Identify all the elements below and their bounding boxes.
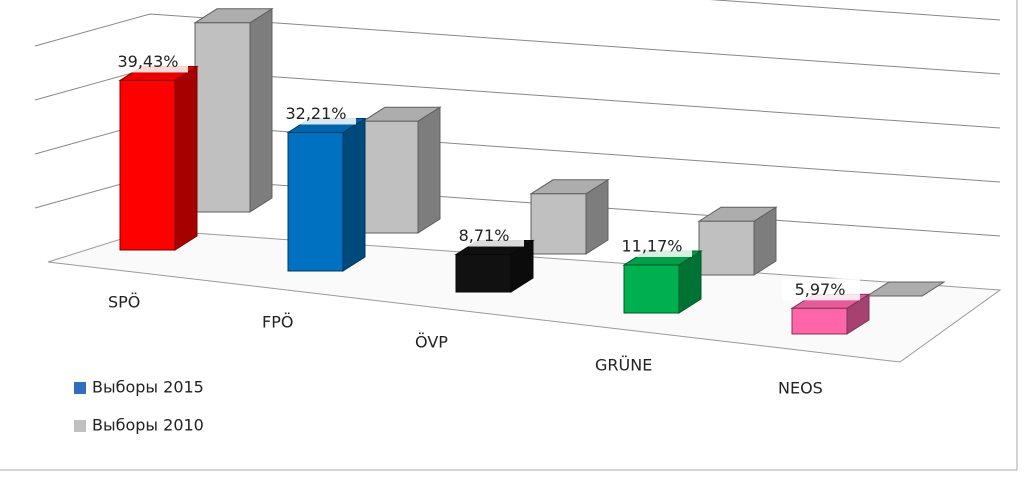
bar (362, 120, 419, 234)
bar (455, 254, 512, 293)
x-tick-label: FPÖ (262, 313, 293, 332)
grid-line (709, 0, 1001, 21)
data-label-bg (110, 50, 188, 73)
data-label: 8,71% (459, 226, 510, 245)
bar (530, 193, 587, 255)
grid-line (34, 13, 1001, 75)
data-label: 5,97% (795, 280, 846, 299)
data-label: 32,21% (285, 104, 346, 123)
data-label-bg (278, 102, 356, 125)
x-tick-label: GRÜNE (595, 356, 652, 375)
data-label: 11,17% (621, 236, 682, 255)
legend-label: Выборы 2010 (92, 416, 204, 435)
legend-label: Выборы 2015 (92, 378, 204, 397)
bar-side (249, 7, 273, 213)
x-tick-label: SPÖ (108, 293, 140, 312)
bar-top (865, 281, 946, 297)
data-label-bg (446, 224, 524, 247)
bar (623, 264, 680, 314)
bar (698, 220, 755, 276)
x-tick-label: ÖVP (415, 333, 448, 352)
data-label-bg (782, 278, 860, 301)
x-tick-label: NEOS (778, 379, 823, 398)
floor (47, 229, 1002, 363)
data-label: 39,43% (117, 52, 178, 71)
bar (194, 22, 251, 213)
bar-side (342, 117, 366, 272)
bar (791, 307, 848, 335)
legend-swatch (74, 382, 86, 394)
legend-swatch (74, 420, 86, 432)
bar-side (417, 106, 441, 234)
bar (287, 131, 344, 272)
data-label-bg (614, 234, 692, 257)
bar-side (174, 65, 198, 251)
bar (119, 79, 176, 251)
